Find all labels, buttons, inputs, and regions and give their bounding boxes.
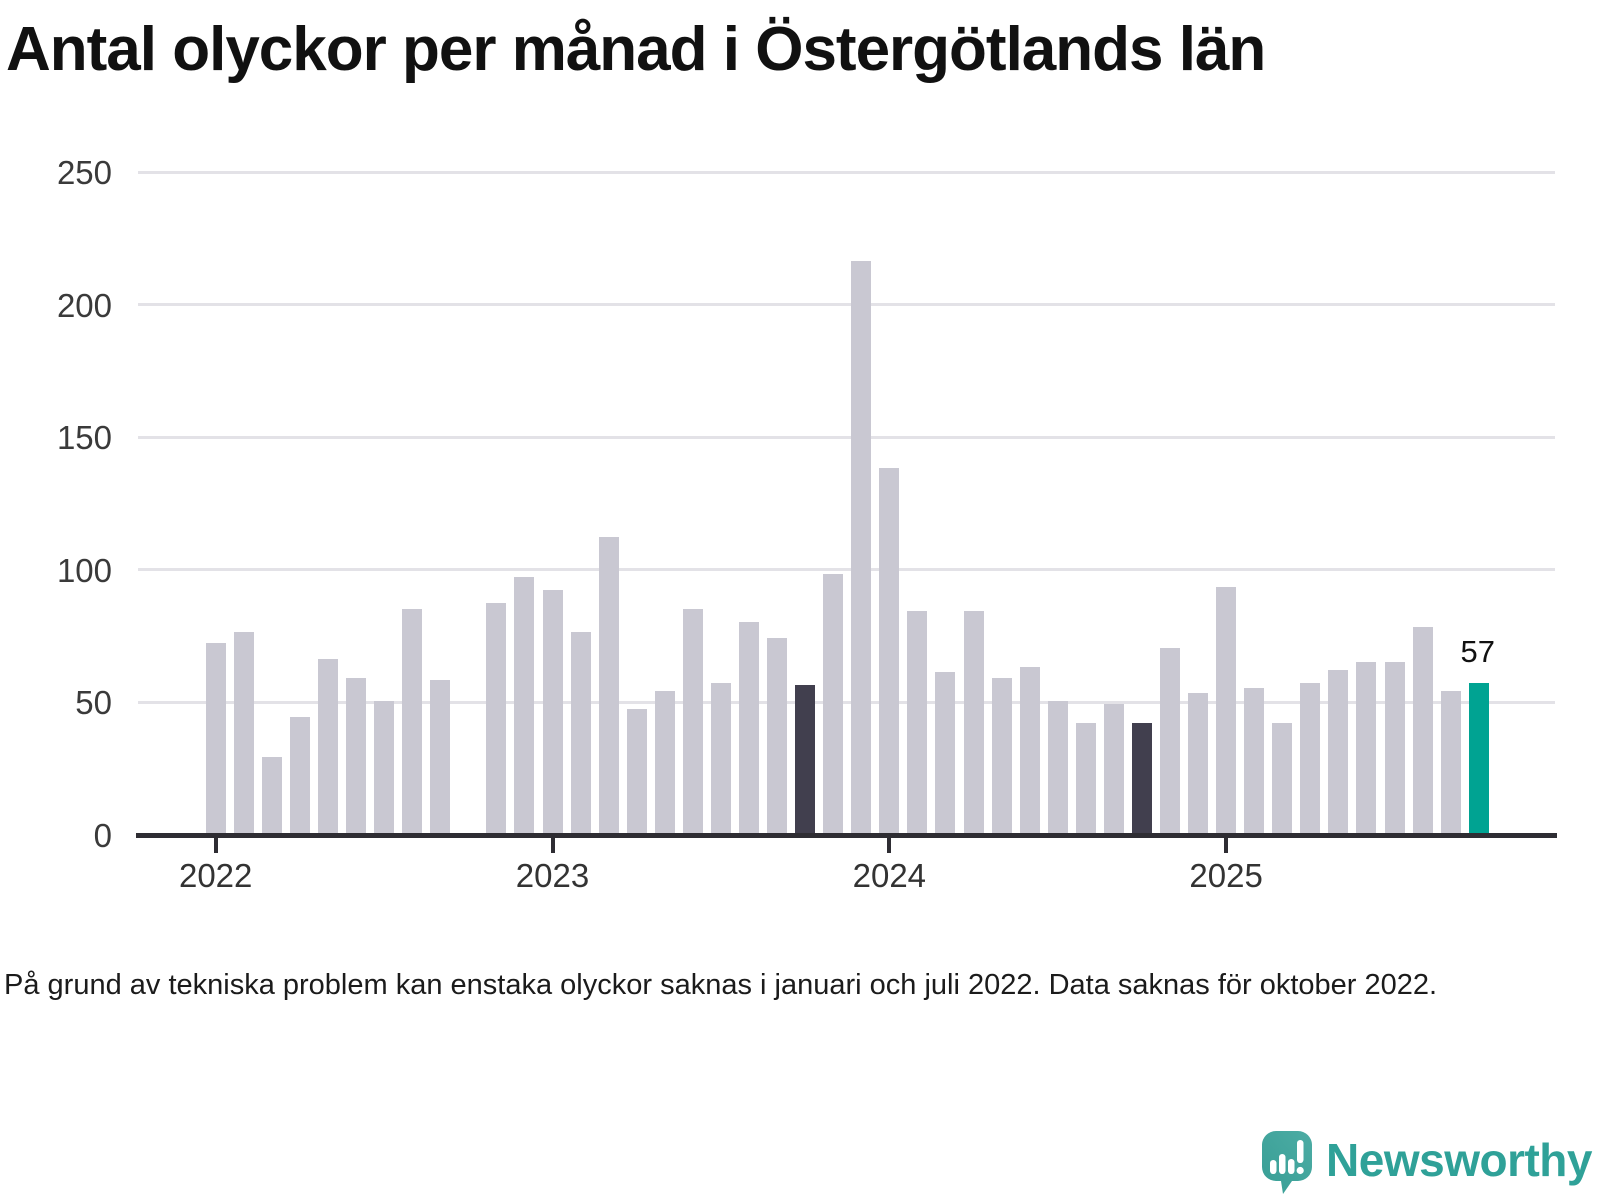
bar-2024-07 [1047,701,1068,834]
highlight-value-label: 57 [1460,633,1495,669]
bar-2024-08 [1075,722,1096,834]
bar-2023-10 [795,685,816,834]
y-axis-tick-label: 0 [93,817,112,854]
bar-2024-12 [1188,693,1209,834]
x-axis-tick-2023 [550,837,555,853]
bar-2022-06 [346,677,367,834]
bar-2023-11 [823,574,844,834]
bar-2023-08 [738,621,759,834]
gridline-100 [138,568,1555,572]
bar-2025-05 [1328,669,1349,834]
bar-2022-03 [261,757,282,834]
bar-2024-11 [1160,648,1180,834]
bar-2024-02 [907,611,928,834]
bar-2025-09 [1440,690,1461,834]
bar-2023-01 [542,590,563,834]
y-axis-tick-label: 50 [75,684,112,722]
bar-2025-07 [1384,661,1405,834]
bar-2024-04 [963,611,984,834]
bar-2023-02 [570,632,591,834]
bar-2022-09 [430,680,451,834]
bar-2022-01 [205,643,226,834]
newsworthy-wordmark: Newsworthy [1326,1134,1592,1186]
x-axis-year-label: 2024 [852,857,927,894]
bar-2023-06 [682,608,703,834]
y-axis-tick-label: 150 [56,419,112,457]
chart-footnote: På grund av tekniska problem kan enstaka… [4,969,1438,1001]
gridline-200 [138,303,1555,307]
x-axis-line [136,832,1557,838]
bar-2025-02 [1244,688,1265,834]
gridline-150 [138,435,1555,439]
chart-title: Antal olyckor per månad i Östergötlands … [6,15,1266,84]
bar-2023-04 [626,709,647,834]
bar-2022-08 [402,608,423,834]
bar-2025-10 [1468,682,1489,834]
bar-2025-01 [1216,587,1237,834]
gridline-50 [138,700,1555,704]
x-axis-year-label: 2025 [1189,857,1263,894]
bar-2022-07 [374,701,395,834]
bar-2022-11 [486,603,507,834]
bar-2025-06 [1356,661,1377,834]
bar-2025-04 [1300,682,1321,834]
bar-2024-10 [1131,722,1152,834]
gridline-250 [138,170,1555,174]
bar-2024-06 [1019,666,1040,834]
bar-2023-12 [851,261,872,834]
x-axis-year-label: 2022 [178,857,253,894]
bar-2022-05 [317,658,338,834]
bar-2024-03 [935,672,956,834]
speech-bubble-bar-chart-icon [1262,1131,1313,1195]
bar-2022-04 [289,717,310,834]
x-axis-tick-2024 [887,837,892,853]
bar-2024-09 [1103,704,1124,834]
bar-2023-03 [598,536,619,834]
bar-2023-07 [710,682,731,834]
x-axis-tick-2025 [1224,837,1229,853]
x-axis-year-label: 2023 [515,857,590,894]
bar-chart: 0 50 100 150 200 250 2022 2023 2024 2025 57 [56,154,1557,894]
bar-2025-03 [1272,722,1293,834]
bar-2023-05 [654,690,675,834]
bar-2022-12 [514,576,535,834]
y-axis-tick-label: 200 [56,286,112,324]
bar-2024-05 [991,677,1012,834]
bar-2023-09 [767,637,788,834]
bar-2025-08 [1412,627,1433,834]
x-axis-tick-2022 [213,837,218,853]
y-axis-tick-label: 100 [56,551,112,589]
y-axis-tick-label: 250 [56,154,112,191]
bar-2024-01 [879,468,900,834]
bar-2022-02 [233,632,254,834]
newsworthy-brand: Newsworthy [1262,1130,1592,1196]
